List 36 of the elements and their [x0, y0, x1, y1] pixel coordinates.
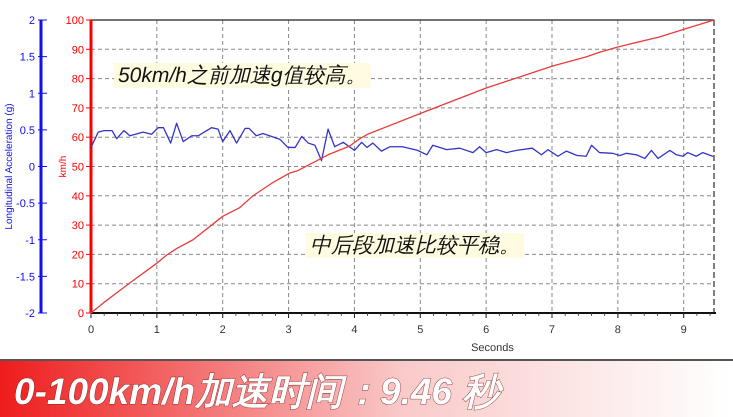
y-tick-label: -0.5 [16, 198, 35, 210]
y2-tick-label: 40 [72, 190, 84, 203]
x-tick-label: 4 [351, 324, 358, 336]
y-tick-label: 2 [28, 15, 35, 27]
y2-axis-title: km/h [58, 156, 69, 178]
y2-tick-label: 60 [72, 132, 84, 144]
y2-tick-label: 90 [72, 44, 84, 56]
y-tick-label: -1 [25, 234, 35, 247]
y2-tick-label: 80 [72, 74, 84, 86]
y2-tick-label: 50 [72, 162, 84, 174]
x-tick-label: 6 [483, 324, 490, 336]
annotation: 50km/h之前加速g值较高。 [118, 64, 367, 87]
y-axis-title: Longitudinal Acceleration (g) [4, 103, 15, 230]
y2-tick-label: 0 [78, 308, 84, 320]
y2-tick-label: 30 [72, 220, 84, 232]
y-tick-label: 0.5 [20, 124, 35, 137]
y2-tick-label: 10 [72, 278, 84, 291]
y2-tick-label: 20 [72, 249, 84, 262]
y-tick-label: -1.5 [16, 271, 35, 284]
y-tick-label: 0 [28, 162, 35, 174]
y-tick-label: 1.5 [20, 52, 35, 64]
x-tick-label: 5 [417, 324, 424, 336]
x-tick-label: 3 [286, 324, 292, 336]
y2-tick-label: 100 [66, 15, 84, 27]
x-tick-label: 7 [548, 324, 556, 336]
x-axis-title: Seconds [471, 342, 514, 354]
y-tick-label: -2 [25, 308, 35, 320]
y2-tick-label: 70 [72, 102, 84, 115]
x-tick-label: 9 [680, 324, 687, 336]
text: 0-100km/h加速时间：9.46 秒 [14, 371, 504, 412]
x-tick-label: 8 [614, 324, 621, 336]
x-tick-label: 1 [154, 324, 160, 336]
annotation: 中后段加速比较平稳。 [310, 234, 520, 257]
x-tick-label: 0 [88, 324, 94, 336]
x-tick-label: 2 [220, 324, 226, 336]
y-tick-label: 1 [28, 88, 35, 100]
